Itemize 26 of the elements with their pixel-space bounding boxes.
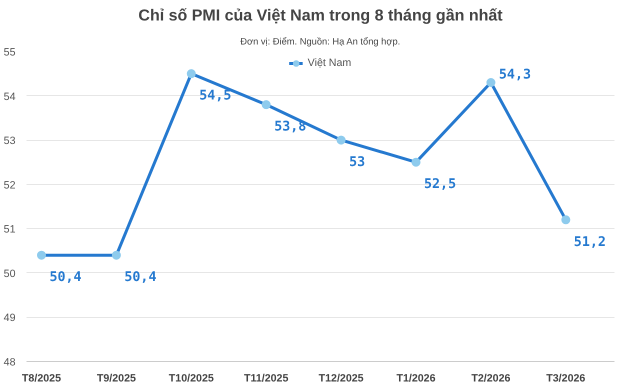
y-tick-label: 48 xyxy=(4,356,16,368)
data-label: 50,4 xyxy=(49,270,82,286)
x-tick-label: T11/2025 xyxy=(244,372,288,384)
y-tick-label: 50 xyxy=(4,268,16,280)
x-tick-label: T12/2025 xyxy=(318,372,364,384)
x-tick-label: T1/2026 xyxy=(396,372,436,384)
data-label: 54,5 xyxy=(199,88,232,104)
y-tick-label: 52 xyxy=(4,179,16,192)
chart-subtitle: Đơn vị: Điểm. Nguồn: Hạ An tổng hợp. xyxy=(240,36,400,46)
x-tick-label: T2/2026 xyxy=(471,372,511,384)
y-tick-label: 51 xyxy=(4,224,16,236)
y-tick-label: 55 xyxy=(4,46,16,58)
data-label: 52,5 xyxy=(424,177,456,192)
data-label: 51,2 xyxy=(574,234,606,250)
data-label: 50,4 xyxy=(124,270,156,286)
chart-title: Chỉ số PMI của Việt Nam trong 8 tháng gần nhất xyxy=(138,8,504,24)
x-tick-label: T8/2025 xyxy=(22,372,62,384)
data-label: 53 xyxy=(349,155,366,170)
data-label: 54,3 xyxy=(498,68,532,82)
legend-label: Việt Nam xyxy=(308,57,352,69)
y-tick-label: 54 xyxy=(4,90,16,103)
y-tick-label: 53 xyxy=(4,135,16,148)
y-tick-label: 49 xyxy=(4,312,16,324)
x-tick-label: T3/2026 xyxy=(546,372,586,384)
x-tick-label: T9/2025 xyxy=(96,372,136,384)
x-tick-label: T10/2025 xyxy=(168,372,214,384)
